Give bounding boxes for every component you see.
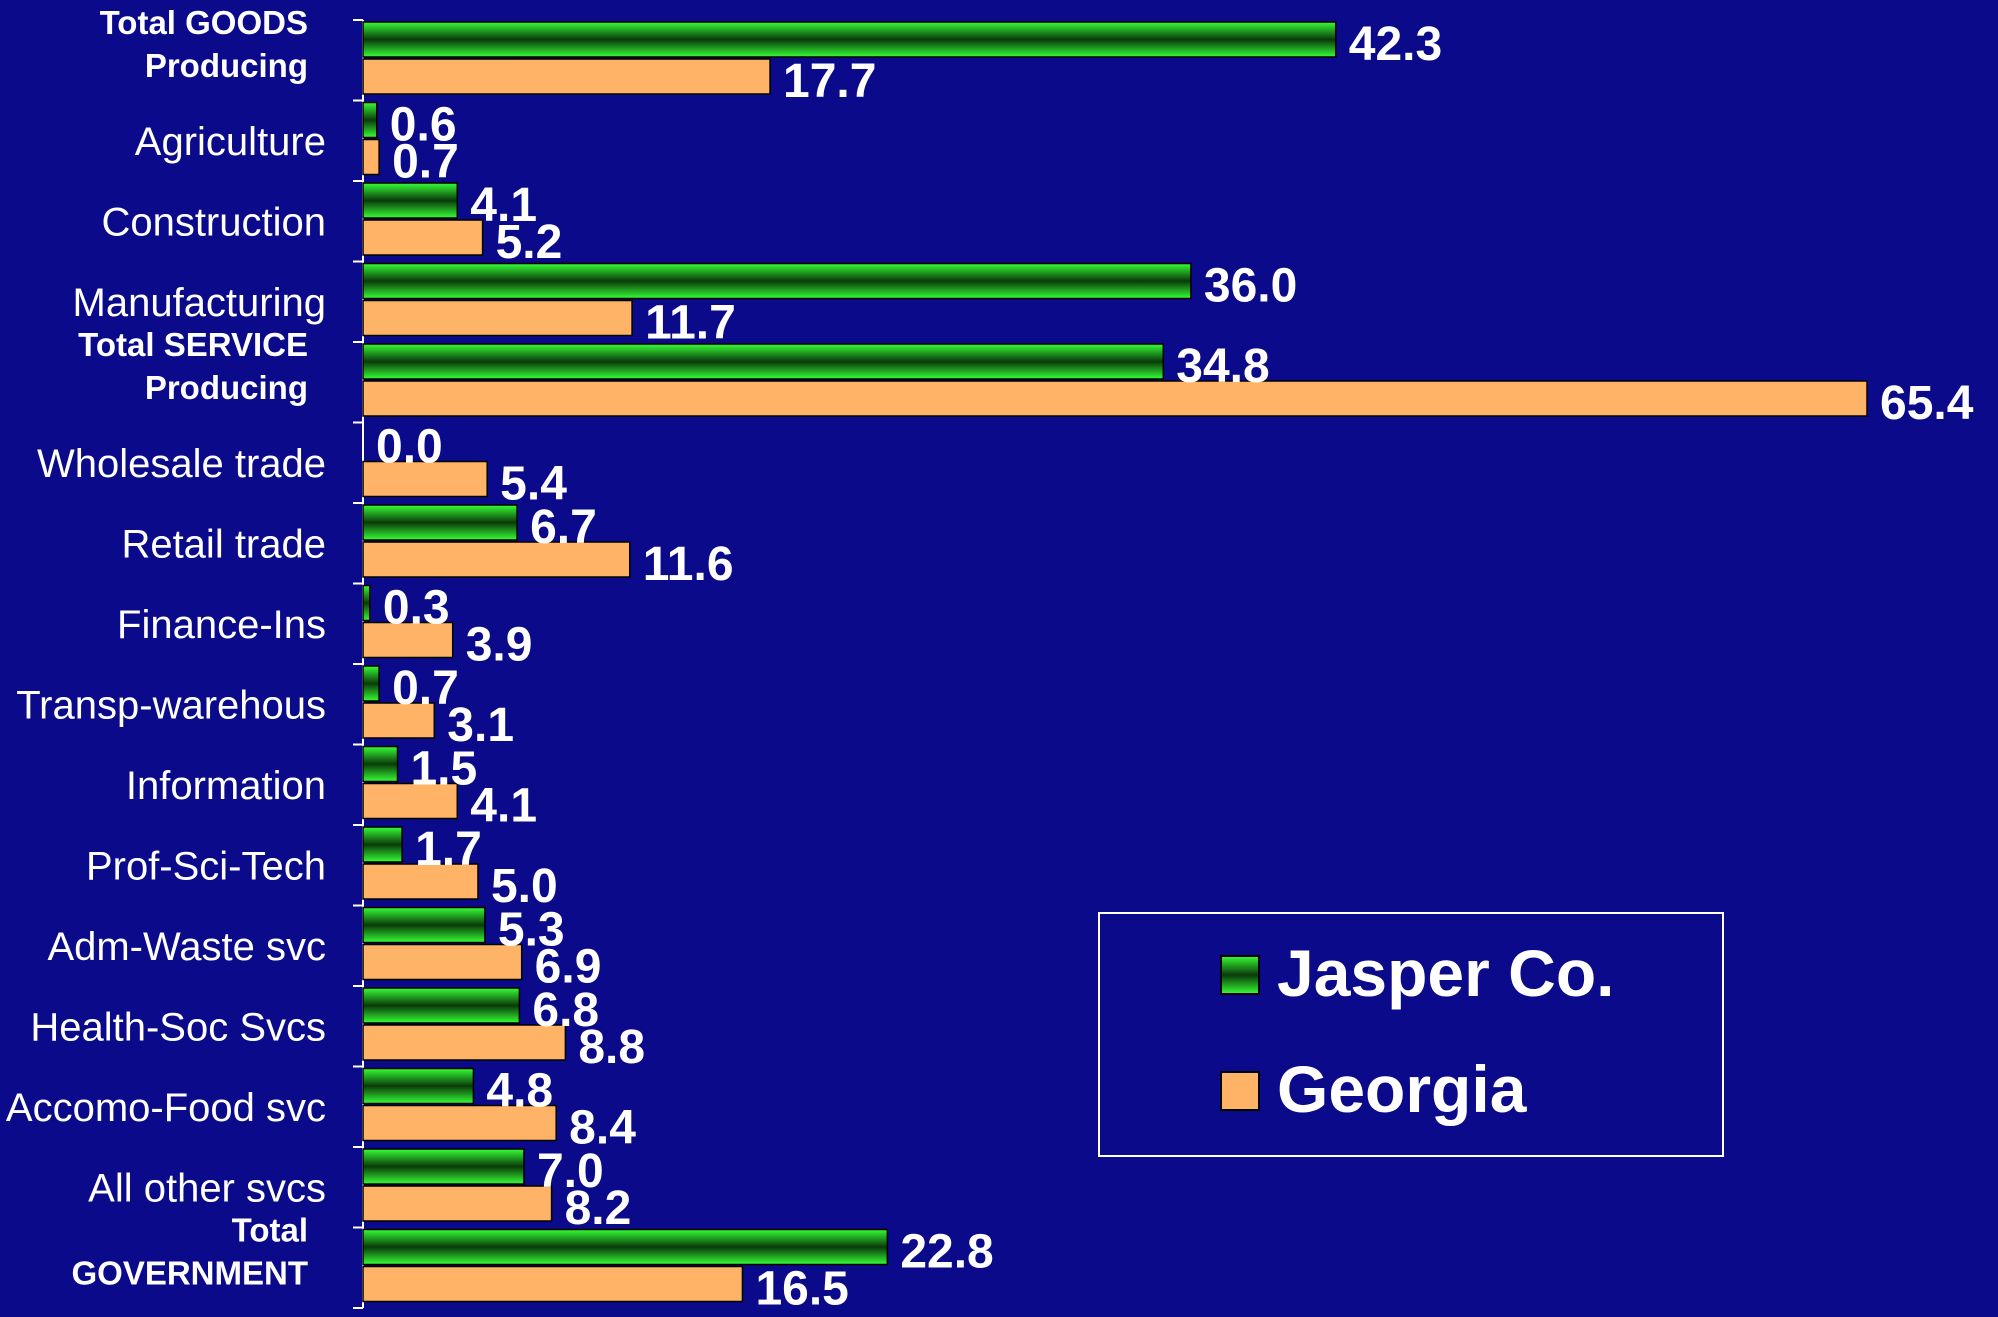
- category-label: Total GOVERNMENT: [71, 1212, 308, 1292]
- category-label: Manufacturing: [73, 281, 326, 325]
- legend: Jasper Co. Georgia: [1098, 912, 1724, 1157]
- bar-georgia: [362, 58, 771, 95]
- value-label: 6.8: [532, 984, 599, 1037]
- value-label: 0.0: [376, 421, 443, 474]
- value-label: 11.6: [643, 538, 734, 591]
- value-label: 1.7: [415, 823, 482, 876]
- value-label: 4.1: [470, 780, 537, 833]
- bar-jasper: [362, 1067, 475, 1105]
- category-label: Accomo-Food svc: [6, 1086, 326, 1130]
- bar-jasper: [362, 584, 371, 622]
- value-label: 1.5: [410, 743, 477, 796]
- category-label: Information: [126, 764, 326, 808]
- category-label: Transp-warehous: [16, 683, 326, 727]
- value-label: 34.8: [1176, 340, 1269, 393]
- bar-georgia: [362, 138, 380, 176]
- value-label: 3.9: [466, 619, 533, 672]
- category-label: Finance-Ins: [117, 603, 326, 647]
- value-label: 4.8: [486, 1065, 553, 1118]
- bar-jasper: [362, 504, 518, 541]
- value-label: 7.0: [537, 1145, 604, 1198]
- bar-jasper: [362, 101, 378, 139]
- bar-georgia: [362, 460, 488, 498]
- bar-jasper: [362, 665, 380, 702]
- bar-georgia: [362, 1265, 744, 1303]
- legend-swatch-jasper: [1220, 955, 1260, 995]
- category-label: Prof-Sci-Tech: [86, 844, 326, 888]
- value-label: 16.5: [755, 1263, 848, 1316]
- value-label: 36.0: [1204, 260, 1297, 313]
- value-label: 8.8: [578, 1021, 645, 1074]
- category-label: All other svcs: [88, 1166, 326, 1210]
- bar-georgia: [362, 1104, 557, 1142]
- bar-georgia: [362, 863, 479, 900]
- bar-georgia: [362, 1024, 567, 1061]
- bar-georgia: [362, 621, 454, 659]
- bar-jasper: [362, 182, 459, 219]
- value-label: 5.2: [496, 216, 563, 269]
- bar-jasper: [362, 987, 521, 1024]
- value-label: 17.7: [783, 55, 876, 108]
- bar-jasper: [362, 906, 486, 944]
- bar-jasper: [362, 745, 399, 783]
- category-label: Total SERVICE Producing: [78, 326, 308, 406]
- value-label: 5.0: [491, 860, 558, 913]
- value-label: 42.3: [1349, 18, 1442, 71]
- bars: [362, 21, 1868, 1303]
- axis: [353, 19, 364, 1309]
- value-label: 22.8: [900, 1226, 993, 1279]
- bar-georgia: [362, 1185, 553, 1222]
- legend-label: Jasper Co.: [1277, 936, 1614, 1010]
- legend-swatch-georgia: [1220, 1071, 1260, 1111]
- category-label: Adm-Waste svc: [47, 925, 326, 969]
- bar-georgia: [362, 219, 484, 256]
- bar-georgia: [362, 380, 1868, 417]
- value-label: 8.2: [565, 1182, 632, 1235]
- value-label: 5.3: [498, 904, 565, 957]
- bar-georgia: [362, 943, 523, 981]
- category-label: Retail trade: [121, 522, 326, 566]
- bar-georgia: [362, 541, 631, 578]
- bar-jasper: [362, 1148, 525, 1185]
- category-label: Health-Soc Svcs: [30, 1005, 326, 1049]
- value-label: 8.4: [569, 1102, 636, 1155]
- bar-georgia: [362, 299, 633, 337]
- value-label: 0.6: [390, 99, 457, 152]
- value-label: 0.7: [392, 136, 459, 189]
- bar-georgia: [362, 782, 459, 820]
- category-label: Total GOODS Producing: [100, 4, 308, 84]
- value-label: 4.1: [470, 179, 537, 232]
- value-label: 65.4: [1880, 377, 1974, 430]
- value-label: 6.7: [530, 501, 597, 554]
- category-label: Agriculture: [135, 120, 326, 164]
- bar-jasper: [362, 262, 1192, 300]
- legend-box: [1098, 912, 1724, 1157]
- value-label: 0.7: [392, 662, 459, 715]
- value-label: 11.7: [645, 297, 736, 350]
- value-label: 3.1: [447, 699, 514, 752]
- value-label: 5.4: [500, 458, 567, 511]
- bar-jasper: [362, 1228, 889, 1266]
- value-label: 0.3: [383, 582, 450, 635]
- category-label: Wholesale trade: [37, 442, 326, 486]
- value-label: 6.9: [535, 941, 602, 994]
- bar-jasper: [362, 826, 403, 863]
- bar-georgia: [362, 702, 436, 739]
- legend-label: Georgia: [1277, 1052, 1528, 1126]
- labels: Total GOODS Producing 42.3 17.7 Agriculture 0…: [6, 4, 1974, 1316]
- category-label: Construction: [101, 200, 326, 244]
- bar-jasper: [362, 343, 1165, 380]
- bar-jasper: [362, 21, 1337, 58]
